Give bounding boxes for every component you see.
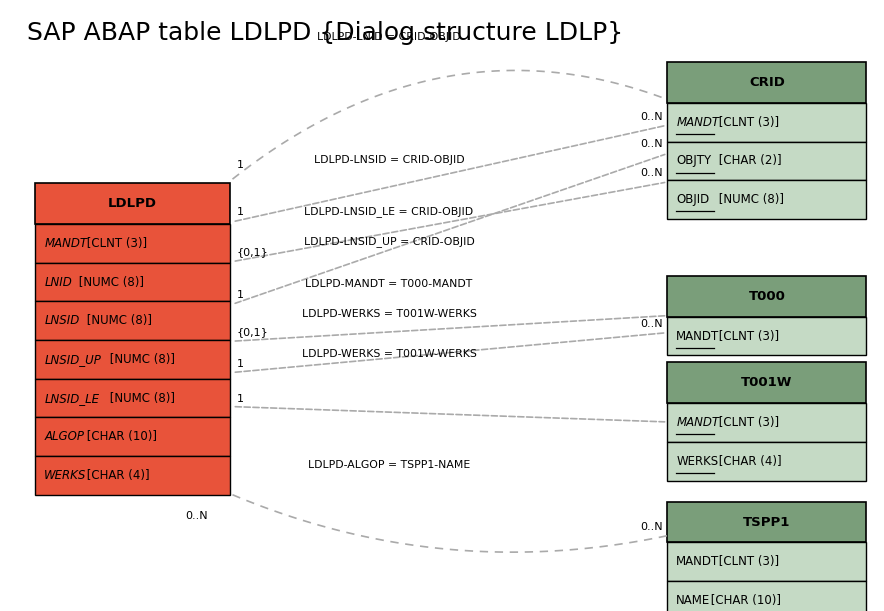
- Text: 0..N: 0..N: [640, 112, 663, 122]
- Text: LDLPD-MANDT = T000-MANDT: LDLPD-MANDT = T000-MANDT: [305, 279, 473, 290]
- Text: 1: 1: [237, 359, 244, 369]
- Text: CRID: CRID: [749, 76, 785, 89]
- FancyBboxPatch shape: [667, 316, 866, 356]
- FancyBboxPatch shape: [667, 276, 866, 316]
- FancyBboxPatch shape: [35, 183, 230, 224]
- Text: MANDT: MANDT: [676, 416, 720, 429]
- Text: LNSID_LE: LNSID_LE: [44, 392, 99, 404]
- Text: [NUMC (8)]: [NUMC (8)]: [75, 276, 144, 288]
- FancyBboxPatch shape: [667, 581, 866, 611]
- Text: [CLNT (3)]: [CLNT (3)]: [715, 555, 780, 568]
- Text: LDLPD: LDLPD: [108, 197, 157, 210]
- FancyBboxPatch shape: [35, 456, 230, 495]
- Text: WERKS: WERKS: [44, 469, 87, 482]
- Text: [CLNT (3)]: [CLNT (3)]: [83, 237, 148, 250]
- FancyBboxPatch shape: [667, 142, 866, 180]
- Text: [NUMC (8)]: [NUMC (8)]: [106, 392, 175, 404]
- Text: LNSID_UP: LNSID_UP: [44, 353, 101, 366]
- Text: 0..N: 0..N: [186, 511, 209, 521]
- Text: LDLPD-LNID = CRID-OBJID: LDLPD-LNID = CRID-OBJID: [317, 32, 461, 42]
- FancyBboxPatch shape: [35, 301, 230, 340]
- Text: 1: 1: [237, 160, 244, 170]
- Text: LNID: LNID: [44, 276, 72, 288]
- FancyBboxPatch shape: [667, 543, 866, 581]
- Text: 1: 1: [237, 290, 244, 299]
- FancyBboxPatch shape: [667, 403, 866, 442]
- Text: TSPP1: TSPP1: [743, 516, 790, 529]
- Text: [CHAR (10)]: [CHAR (10)]: [83, 430, 157, 443]
- Text: [CLNT (3)]: [CLNT (3)]: [715, 115, 780, 129]
- FancyBboxPatch shape: [667, 62, 866, 103]
- Text: LDLPD-WERKS = T001W-WERKS: LDLPD-WERKS = T001W-WERKS: [301, 309, 476, 319]
- FancyBboxPatch shape: [35, 340, 230, 379]
- Text: [CHAR (4)]: [CHAR (4)]: [83, 469, 149, 482]
- Text: LDLPD-WERKS = T001W-WERKS: LDLPD-WERKS = T001W-WERKS: [301, 349, 476, 359]
- Text: ALGOP: ALGOP: [44, 430, 84, 443]
- Text: NAME: NAME: [676, 594, 711, 607]
- Text: [CHAR (10)]: [CHAR (10)]: [707, 594, 781, 607]
- Text: [NUMC (8)]: [NUMC (8)]: [715, 193, 784, 206]
- FancyBboxPatch shape: [35, 224, 230, 263]
- Text: LDLPD-ALGOP = TSPP1-NAME: LDLPD-ALGOP = TSPP1-NAME: [308, 460, 470, 470]
- Text: {0,1}: {0,1}: [237, 247, 269, 257]
- Text: OBJTY: OBJTY: [676, 155, 712, 167]
- Text: 0..N: 0..N: [640, 139, 663, 150]
- Text: [CLNT (3)]: [CLNT (3)]: [715, 416, 780, 429]
- Text: [CHAR (4)]: [CHAR (4)]: [715, 455, 781, 467]
- FancyBboxPatch shape: [35, 263, 230, 301]
- FancyBboxPatch shape: [667, 502, 866, 543]
- Text: 1: 1: [237, 394, 244, 404]
- Text: 0..N: 0..N: [640, 522, 663, 532]
- Text: T001W: T001W: [741, 376, 793, 389]
- Text: 0..N: 0..N: [640, 169, 663, 178]
- Text: MANDT: MANDT: [676, 115, 720, 129]
- FancyBboxPatch shape: [35, 417, 230, 456]
- Text: LNSID: LNSID: [44, 314, 80, 327]
- Text: [CHAR (2)]: [CHAR (2)]: [715, 155, 781, 167]
- FancyBboxPatch shape: [667, 103, 866, 142]
- Text: MANDT: MANDT: [44, 237, 88, 250]
- Text: MANDT: MANDT: [676, 555, 720, 568]
- Text: SAP ABAP table LDLPD {Dialog structure LDLP}: SAP ABAP table LDLPD {Dialog structure L…: [27, 21, 622, 45]
- Text: WERKS: WERKS: [676, 455, 719, 467]
- FancyBboxPatch shape: [667, 442, 866, 480]
- Text: 1: 1: [237, 207, 244, 216]
- Text: [NUMC (8)]: [NUMC (8)]: [83, 314, 152, 327]
- Text: LDLPD-LNSID_LE = CRID-OBJID: LDLPD-LNSID_LE = CRID-OBJID: [304, 206, 474, 217]
- FancyBboxPatch shape: [667, 180, 866, 219]
- Text: MANDT: MANDT: [676, 329, 720, 343]
- FancyBboxPatch shape: [35, 379, 230, 417]
- Text: LDLPD-LNSID = CRID-OBJID: LDLPD-LNSID = CRID-OBJID: [314, 155, 464, 166]
- Text: 0..N: 0..N: [640, 319, 663, 329]
- Text: [CLNT (3)]: [CLNT (3)]: [715, 329, 780, 343]
- Text: OBJID: OBJID: [676, 193, 710, 206]
- Text: LDLPD-LNSID_UP = CRID-OBJID: LDLPD-LNSID_UP = CRID-OBJID: [303, 236, 475, 247]
- Text: [NUMC (8)]: [NUMC (8)]: [106, 353, 175, 366]
- Text: T000: T000: [749, 290, 785, 303]
- FancyBboxPatch shape: [667, 362, 866, 403]
- Text: {0,1}: {0,1}: [237, 327, 269, 337]
